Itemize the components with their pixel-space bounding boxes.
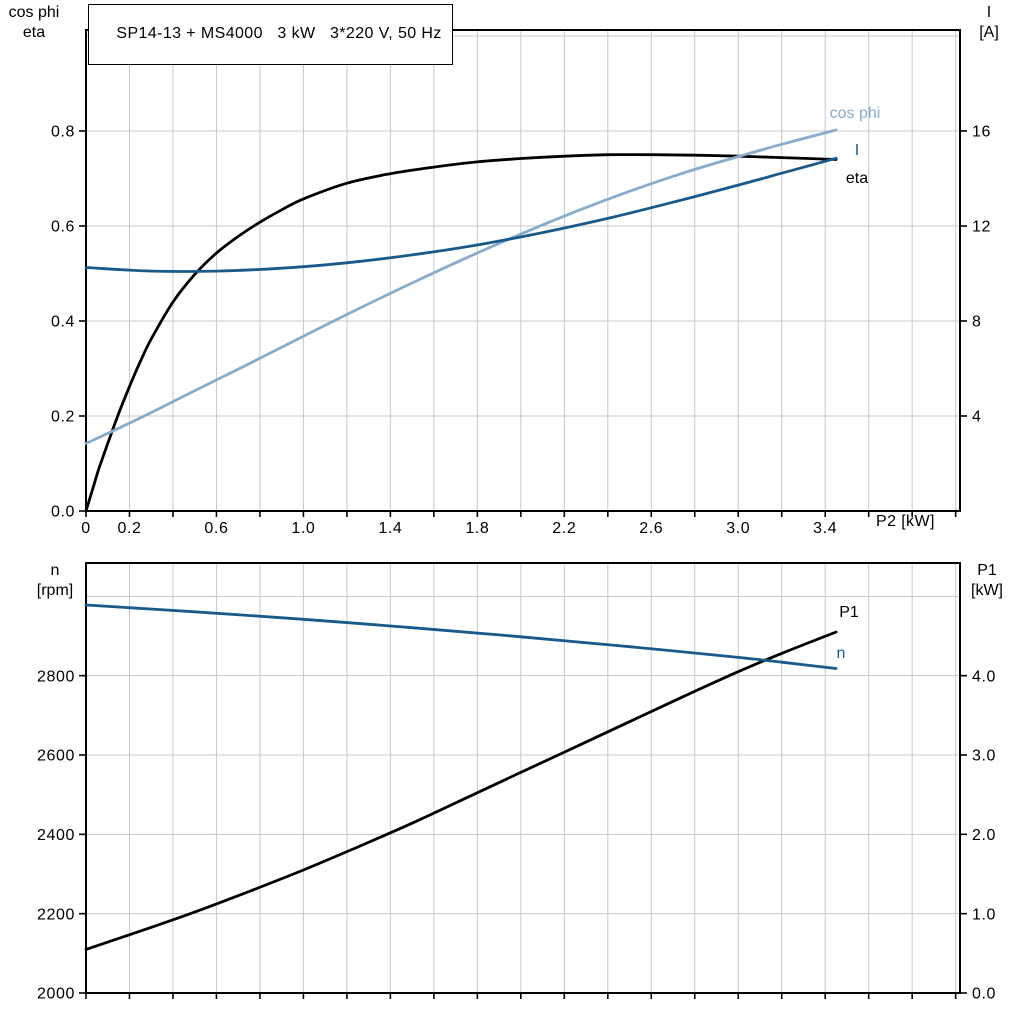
eta-axis-label: eta <box>22 24 46 41</box>
y-right-tick-label: 8 <box>972 314 982 331</box>
y-right-tick-label: 1.0 <box>972 906 996 923</box>
y-left-tick-label: 0.4 <box>51 314 75 331</box>
x-tick-label: 2.6 <box>639 520 663 537</box>
current-axis-label: I <box>986 4 992 21</box>
y-left-tick-label: 0.6 <box>51 219 75 236</box>
current-unit-label: [A] <box>979 24 999 41</box>
current-curve-label: I <box>854 142 860 159</box>
bottom-left-axis-label: n [rpm] <box>26 561 84 601</box>
y-right-tick-label: 4 <box>972 409 982 426</box>
x-tick-label: 2.2 <box>552 520 576 537</box>
cos-phi-curve-label: cos phi <box>829 105 881 122</box>
cos-phi-axis-label: cos phi <box>8 4 60 21</box>
y-left-tick-label: 0.0 <box>51 504 75 521</box>
eta-curve-label: eta <box>845 170 869 187</box>
y-left-tick-label: 2800 <box>37 668 75 685</box>
bottom-right-axis-label: P1 [kW] <box>960 561 1014 601</box>
plot-frame <box>85 562 961 994</box>
speed-axis-label: n <box>50 562 60 579</box>
x-tick-label: 1.0 <box>291 520 315 537</box>
y-left-tick-label: 2400 <box>37 827 75 844</box>
y-left-tick-label: 0.8 <box>51 124 75 141</box>
x-tick-label: 0.2 <box>117 520 141 537</box>
p1-unit-label: [kW] <box>971 582 1003 599</box>
y-right-tick-label: 2.0 <box>972 827 996 844</box>
top-left-axis-label: cos phi eta <box>0 3 68 43</box>
p1-axis-label: P1 <box>977 562 997 579</box>
n-curve-label: n <box>836 645 846 662</box>
top-right-axis-label: I [A] <box>966 3 1012 43</box>
speed-unit-label: [rpm] <box>36 582 74 599</box>
y-right-tick-label: 4.0 <box>972 668 996 685</box>
y-left-tick-label: 2200 <box>37 906 75 923</box>
y-right-tick-label: 12 <box>972 219 991 236</box>
p1-curve-label: P1 <box>839 604 859 621</box>
chart-area-1: 2000 2200 2400 2600 2800 0.0 1.0 2.0 3.0 4.0 <box>37 562 996 1003</box>
chart-title-box: SP14-13 + MS4000 3 kW 3*220 V, 50 Hz <box>88 4 453 65</box>
curve-n <box>84 603 838 670</box>
chart-title: SP14-13 + MS4000 3 kW 3*220 V, 50 Hz <box>116 25 442 42</box>
curve-eta <box>84 153 838 513</box>
x-axis-label: P2 [kW] <box>876 513 935 530</box>
y-left-tick-label: 2600 <box>37 748 75 765</box>
x-tick-label: 3.0 <box>726 520 750 537</box>
chart-area-0: 0 0.2 0.6 1.0 1.4 1.8 2.2 2.6 3.0 3.4 0.0 0.2 0.4 0.6… <box>51 29 991 537</box>
x-tick-label: 0 <box>81 520 91 537</box>
plot-frame <box>85 29 961 512</box>
y-right-tick-label: 16 <box>972 124 991 141</box>
curve-cos-phi <box>84 128 838 445</box>
y-left-tick-label: 0.2 <box>51 409 75 426</box>
x-tick-label: 1.4 <box>378 520 402 537</box>
curve-p1 <box>84 630 838 951</box>
x-tick-label: 0.6 <box>204 520 228 537</box>
curve-i <box>84 156 838 273</box>
y-right-tick-label: 0.0 <box>972 986 996 1003</box>
x-tick-label: 3.4 <box>813 520 837 537</box>
x-tick-label: 1.8 <box>465 520 489 537</box>
y-left-tick-label: 2000 <box>37 986 75 1003</box>
y-right-tick-label: 3.0 <box>972 748 996 765</box>
